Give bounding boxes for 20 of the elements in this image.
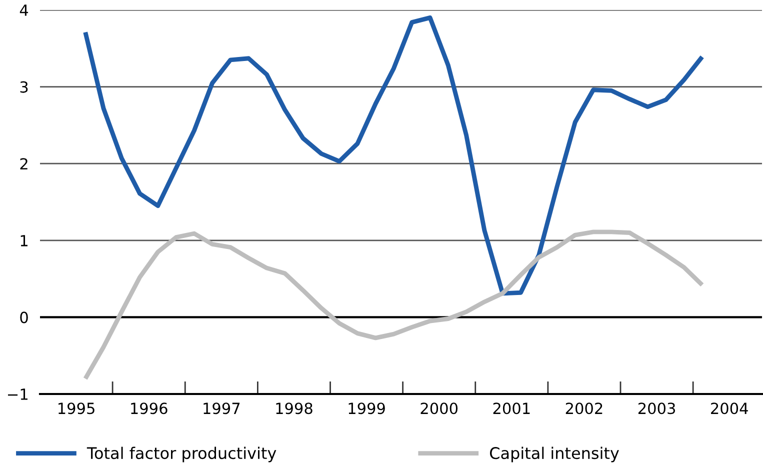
x-tick-label: 2002 [566, 402, 602, 414]
x-tick-label: 1998 [276, 402, 312, 414]
y-tick-label: 0 [20, 312, 28, 324]
y-tick-label: 2 [20, 158, 28, 170]
x-tick-label: 2001 [493, 402, 530, 414]
x-tick-label: 1995 [58, 402, 94, 414]
line-series [83, 230, 704, 381]
x-tick-label: 1999 [348, 402, 385, 414]
legend-label: Total factor productivity [86, 446, 276, 462]
y-tick-label: 3 [20, 81, 28, 93]
legend-label: Capital intensity [490, 446, 619, 462]
x-tick-label: 1996 [131, 402, 168, 414]
x-tick-label: 2004 [711, 402, 748, 414]
x-tick-label: 1997 [204, 402, 240, 414]
x-tick-label: 2003 [638, 402, 675, 414]
line-series [83, 15, 704, 296]
x-tick-label: 2000 [420, 402, 458, 414]
y-tick-label: 4 [20, 4, 28, 16]
y-tick-label: 1 [20, 235, 28, 246]
y-tick-label: −1 [8, 388, 28, 400]
